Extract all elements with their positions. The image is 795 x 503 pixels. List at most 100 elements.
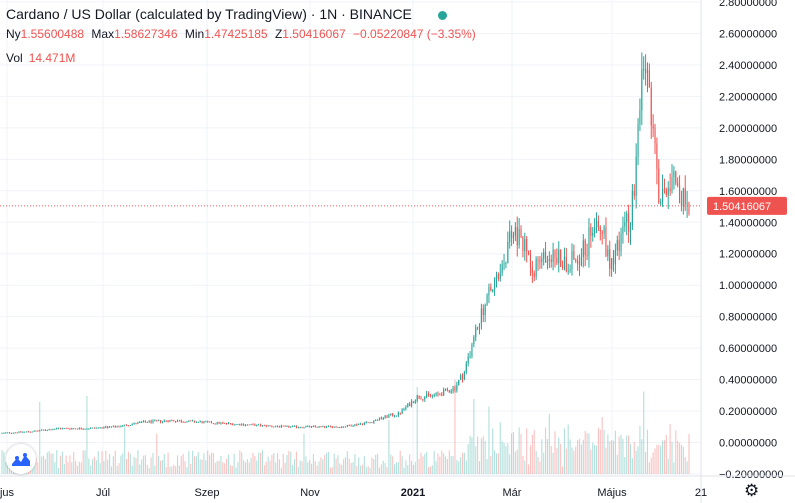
price-axis[interactable]: 2.80000000 2.60000000 2.40000000 2.20000000…: [700, 0, 787, 503]
candle-body: [65, 428, 67, 430]
volume-bar: [116, 465, 118, 474]
candle-body: [688, 203, 690, 214]
volume-bar: [597, 427, 599, 474]
volume-bar: [42, 455, 45, 474]
volume-bar: [516, 449, 518, 474]
volume-bar: [543, 452, 545, 474]
volume-bar: [310, 463, 313, 474]
volume-bar: [645, 452, 647, 474]
volume-bar: [684, 457, 686, 474]
candle-body: [401, 409, 403, 414]
volume-bar: [333, 453, 335, 474]
volume-bar: [403, 467, 405, 474]
volume-bar: [350, 463, 352, 474]
volume-bar: [90, 465, 92, 474]
volume-bar: [293, 459, 296, 474]
volume-bar: [395, 462, 398, 474]
volume-bar: [490, 456, 492, 474]
price-tick-label: 0.40000000: [719, 375, 777, 387]
volume-bar: [686, 461, 688, 474]
tradingview-logo-icon[interactable]: [6, 444, 36, 474]
candle-body: [405, 406, 407, 410]
volume-bar: [492, 428, 494, 474]
high-label: Max: [91, 27, 115, 41]
gear-icon[interactable]: ⚙: [744, 481, 760, 500]
volume-bar: [592, 442, 594, 474]
candle-body: [501, 264, 503, 274]
candle-body: [59, 428, 62, 430]
volume-bar: [218, 460, 220, 474]
volume-bar: [305, 456, 307, 474]
candle-body: [61, 428, 63, 430]
candle-body: [341, 426, 343, 428]
candle-body: [684, 188, 686, 205]
candle-body: [86, 428, 88, 430]
time-tick-label: Nov: [300, 487, 320, 499]
volume-bar: [237, 461, 239, 474]
volume-bar: [261, 450, 264, 474]
candle-body: [218, 422, 220, 424]
candle-body: [107, 426, 109, 428]
candle-body: [67, 428, 69, 430]
volume-bar: [497, 453, 499, 474]
candle-body: [35, 430, 37, 432]
volume-bar: [343, 459, 345, 474]
candle-body: [662, 188, 664, 202]
volume-bar: [439, 456, 441, 474]
candle-body: [505, 262, 507, 264]
volume-bar: [577, 440, 579, 474]
candle-body: [452, 387, 454, 392]
candle-body: [133, 422, 135, 424]
candle-body: [137, 422, 139, 424]
candle-body: [205, 421, 207, 423]
candle-body: [20, 431, 22, 433]
volume-bar: [95, 460, 97, 474]
volume-bar: [648, 462, 650, 474]
candle-body: [286, 425, 288, 427]
candle-body: [350, 425, 352, 427]
volume-bar: [307, 462, 309, 474]
candle-body: [512, 235, 515, 238]
volume-bar: [331, 467, 333, 474]
volume-bar: [435, 461, 437, 474]
price-tick-label: −0.20000000: [719, 469, 784, 481]
candle-body: [144, 420, 147, 422]
candle-body: [652, 125, 654, 129]
candle-body: [244, 425, 247, 427]
volume-bar: [150, 457, 152, 474]
candle-body: [58, 428, 60, 430]
volume-bars: [1, 379, 690, 474]
volume-bar: [120, 455, 122, 474]
candle-body: [528, 251, 530, 255]
volume-bar: [231, 466, 233, 474]
volume-bar: [499, 422, 501, 474]
symbol-title[interactable]: Cardano / US Dollar (calculated by Tradi…: [6, 6, 412, 22]
candle-body: [254, 424, 256, 426]
candle-body: [539, 261, 541, 263]
volume-bar: [210, 452, 213, 474]
volume-bar: [582, 439, 584, 474]
candle-body: [535, 259, 537, 277]
volume-bar: [65, 455, 67, 474]
volume-bar: [112, 456, 114, 474]
candle-body: [582, 240, 584, 258]
candle-body: [601, 231, 603, 234]
candle-body: [356, 424, 358, 426]
candle-body: [371, 422, 373, 424]
volume-bar: [354, 453, 356, 474]
candle-body: [169, 420, 171, 422]
volume-bar: [507, 443, 509, 474]
volume-bar: [133, 456, 135, 474]
volume-bar: [324, 455, 326, 474]
price-tick-label: 0.60000000: [719, 343, 777, 355]
time-axis[interactable]: jus Júl Szep Nov 2021 Már Május 21: [0, 475, 795, 499]
candle-body: [127, 425, 130, 427]
candle-body: [524, 238, 526, 252]
volume-bar: [558, 437, 560, 474]
candle-body: [360, 423, 362, 425]
candle-body: [307, 425, 309, 427]
volume-bar: [477, 436, 479, 474]
volume-bar: [548, 414, 550, 474]
candle-body: [554, 249, 556, 258]
